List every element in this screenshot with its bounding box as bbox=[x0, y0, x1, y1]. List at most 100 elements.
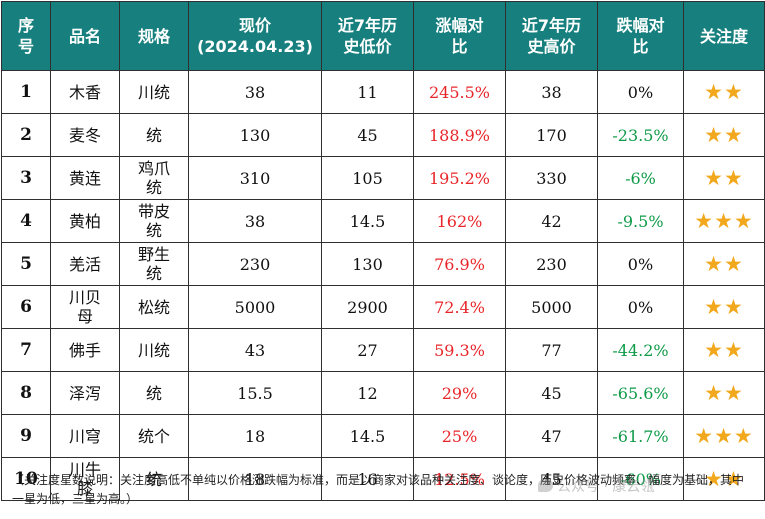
fall-percent-cell: 0% bbox=[597, 70, 684, 114]
current-price-cell: 38 bbox=[188, 199, 322, 243]
herb-name-cell: 羌活 bbox=[50, 242, 120, 286]
header-seq: 序号 bbox=[1, 1, 51, 71]
rise-percent-cell: 12.5% bbox=[413, 457, 506, 501]
herb-name-cell: 佛手 bbox=[50, 328, 120, 372]
seq-cell: 9 bbox=[1, 414, 51, 458]
table-row: 1 木香 川统 38 11 245.5% 38 0% ★★ bbox=[1, 70, 765, 114]
fall-percent-cell: 0% bbox=[597, 285, 684, 329]
attention-stars: ★★★ bbox=[683, 414, 765, 458]
wechat-icon bbox=[538, 479, 553, 492]
fall-percent-cell: -65.6% bbox=[597, 371, 684, 415]
current-price-cell: 310 bbox=[188, 156, 322, 200]
attention-stars: ★★ bbox=[683, 113, 765, 157]
header-7yr-high: 近7年历 史高价 bbox=[505, 1, 598, 71]
current-price-cell: 130 bbox=[188, 113, 322, 157]
rise-percent-cell: 29% bbox=[413, 371, 506, 415]
fall-percent-cell: -9.5% bbox=[597, 199, 684, 243]
header-name: 品名 bbox=[50, 1, 120, 71]
low-price-cell: 130 bbox=[321, 242, 414, 286]
table-header-row: 序号 品名 规格 现价 (2024.04.23) 近7年历 史低价 涨幅对比 近7年… bbox=[1, 1, 765, 71]
current-price-cell: 15.5 bbox=[188, 371, 322, 415]
header-spec: 规格 bbox=[119, 1, 189, 71]
high-price-cell: 47 bbox=[505, 414, 598, 458]
rise-percent-cell: 72.4% bbox=[413, 285, 506, 329]
fall-percent-cell: -60% bbox=[597, 457, 684, 501]
seq-cell: 8 bbox=[1, 371, 51, 415]
herb-name-cell: 麦冬 bbox=[50, 113, 120, 157]
seq-cell: 3 bbox=[1, 156, 51, 200]
high-price-cell: 77 bbox=[505, 328, 598, 372]
table-row: 3 黄连 鸡爪统 310 105 195.2% 330 -6% ★★ bbox=[1, 156, 765, 200]
rise-percent-cell: 59.3% bbox=[413, 328, 506, 372]
fall-percent-cell: -6% bbox=[597, 156, 684, 200]
table-row: 7 佛手 川统 43 27 59.3% 77 -44.2% ★★ bbox=[1, 328, 765, 372]
rise-percent-cell: 162% bbox=[413, 199, 506, 243]
attention-stars: ★★ bbox=[683, 242, 765, 286]
table-row: 6 川贝母松统 5000 2900 72.4% 5000 0% ★★ bbox=[1, 285, 765, 329]
high-price-cell: 45 bbox=[505, 371, 598, 415]
seq-cell: 4 bbox=[1, 199, 51, 243]
spec-cell: 带皮统 bbox=[119, 199, 189, 243]
spec-cell: 统个 bbox=[119, 414, 189, 458]
header-current-price: 现价 (2024.04.23) bbox=[188, 1, 322, 71]
low-price-cell: 105 bbox=[321, 156, 414, 200]
current-price-cell: 5000 bbox=[188, 285, 322, 329]
fall-percent-cell: 0% bbox=[597, 242, 684, 286]
low-price-cell: 14.5 bbox=[321, 414, 414, 458]
seq-cell: 1 bbox=[1, 70, 51, 114]
low-price-cell: 27 bbox=[321, 328, 414, 372]
attention-footnote: （关注度星数说明：关注度高低不单纯以价格涨跌幅为标准，而是以商家对该品种关注度、… bbox=[12, 473, 745, 506]
high-price-cell: 38 bbox=[505, 70, 598, 114]
herb-price-table: 序号 品名 规格 现价 (2024.04.23) 近7年历 史低价 涨幅对比 近7年… bbox=[1, 1, 765, 501]
spec-cell: 川统 bbox=[119, 70, 189, 114]
seq-cell: 7 bbox=[1, 328, 51, 372]
attention-stars: ★★ bbox=[683, 156, 765, 200]
attention-stars: ★★ bbox=[683, 285, 765, 329]
spec-cell: 川统 bbox=[119, 328, 189, 372]
attention-stars: ★★ bbox=[683, 328, 765, 372]
seq-cell: 10 bbox=[1, 457, 51, 501]
current-price-cell: 18 bbox=[188, 457, 322, 501]
spec-cell: 统 bbox=[119, 371, 189, 415]
rise-percent-cell: 195.2% bbox=[413, 156, 506, 200]
spec-cell: 松统 bbox=[119, 285, 189, 329]
current-price-cell: 230 bbox=[188, 242, 322, 286]
watermark-text: 公众号 · 康云瓴 bbox=[557, 479, 655, 495]
current-price-cell: 18 bbox=[188, 414, 322, 458]
table-row: 8 泽泻统 15.5 12 29% 45 -65.6% ★★ bbox=[1, 371, 765, 415]
low-price-cell: 11 bbox=[321, 70, 414, 114]
rise-percent-cell: 25% bbox=[413, 414, 506, 458]
attention-stars: ★★ bbox=[683, 371, 765, 415]
herb-name-cell: 泽泻 bbox=[50, 371, 120, 415]
spec-cell: 鸡爪统 bbox=[119, 156, 189, 200]
fall-percent-cell: -44.2% bbox=[597, 328, 684, 372]
herb-name-cell: 川穹 bbox=[50, 414, 120, 458]
herb-name-cell: 木香 bbox=[50, 70, 120, 114]
herb-name-cell: 黄连 bbox=[50, 156, 120, 200]
attention-stars: ★★ bbox=[683, 70, 765, 114]
watermark: 公众号 · 康云瓴 bbox=[538, 476, 654, 496]
low-price-cell: 14.5 bbox=[321, 199, 414, 243]
fall-percent-cell: -23.5% bbox=[597, 113, 684, 157]
high-price-cell: 170 bbox=[505, 113, 598, 157]
rise-percent-cell: 245.5% bbox=[413, 70, 506, 114]
high-price-cell: 42 bbox=[505, 199, 598, 243]
table-row: 10 川牛膝统 18 16 12.5% 45 -60% ★★ bbox=[1, 457, 765, 501]
seq-cell: 5 bbox=[1, 242, 51, 286]
table-row: 4 黄柏 带皮统 38 14.5 162% 42 -9.5% ★★★ bbox=[1, 199, 765, 243]
header-fall-compare: 跌幅对比 bbox=[597, 1, 684, 71]
herb-name-cell: 川牛膝 bbox=[50, 457, 120, 501]
low-price-cell: 2900 bbox=[321, 285, 414, 329]
rise-percent-cell: 188.9% bbox=[413, 113, 506, 157]
herb-name-cell: 黄柏 bbox=[50, 199, 120, 243]
high-price-cell: 5000 bbox=[505, 285, 598, 329]
low-price-cell: 45 bbox=[321, 113, 414, 157]
herb-name-cell: 川贝母 bbox=[50, 285, 120, 329]
attention-stars: ★★ bbox=[683, 457, 765, 501]
seq-cell: 2 bbox=[1, 113, 51, 157]
spec-cell: 野生统 bbox=[119, 242, 189, 286]
attention-stars: ★★★ bbox=[683, 199, 765, 243]
high-price-cell: 230 bbox=[505, 242, 598, 286]
spec-cell: 统 bbox=[119, 113, 189, 157]
low-price-cell: 12 bbox=[321, 371, 414, 415]
